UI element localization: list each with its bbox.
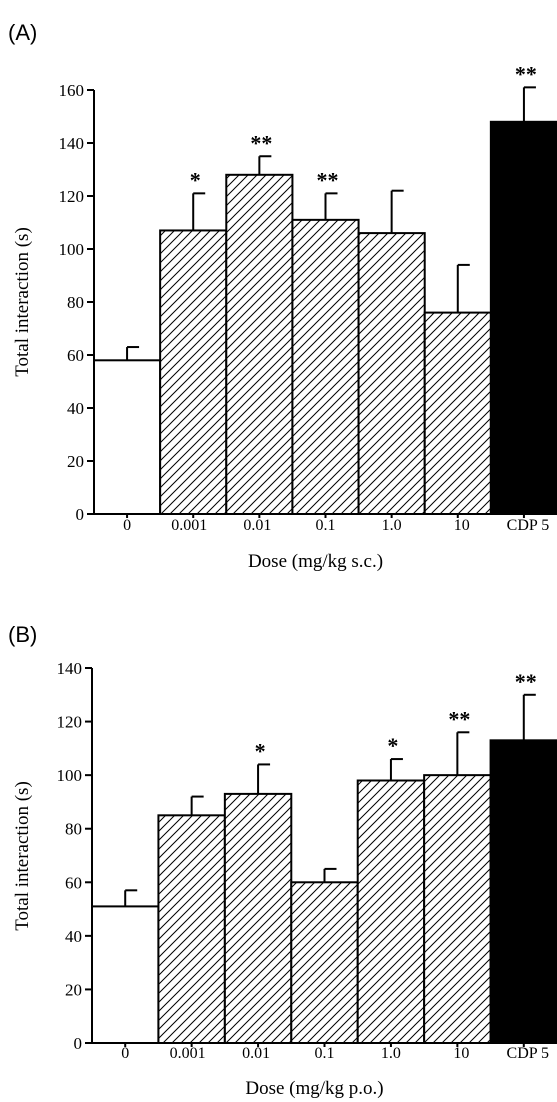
category-label: 0.001 (170, 1045, 206, 1062)
panel-a-label: (A) (8, 20, 38, 45)
significance-marker: ** (250, 130, 272, 155)
category-label: 0 (123, 517, 131, 534)
bar (356, 779, 426, 1044)
significance-marker: ** (515, 669, 537, 694)
category-label: 0 (121, 1045, 129, 1062)
bar (157, 814, 226, 1044)
chart-panel-a: 0 20 40 60 80 100 120 140 160 0 * 0.001 ** 0.01 ** 0.1 1… (12, 61, 557, 572)
significance-marker: ** (515, 61, 537, 86)
category-label: 1.0 (382, 517, 402, 534)
category-label: CDP 5 (507, 517, 550, 534)
bar (291, 218, 360, 515)
chart-panel-b: 0 20 40 60 80 100 120 140 0 0.001 * 0.01 0.1 * 1.0 ** 10… (12, 659, 557, 1099)
significance-marker: * (255, 738, 266, 763)
y-tick-label: 20 (67, 452, 84, 471)
y-tick-label: 120 (59, 187, 85, 206)
y-tick-label: 140 (59, 134, 85, 153)
category-label: 0.1 (315, 1045, 335, 1062)
y-tick-label: 40 (67, 399, 84, 418)
y-tick-label: 0 (76, 505, 85, 524)
category-label: 1.0 (381, 1045, 401, 1062)
x-axis-title: Dose (mg/kg s.c.) (248, 551, 383, 572)
panel-b-label: (B) (8, 622, 38, 647)
category-label: 0.01 (242, 1045, 270, 1062)
significance-marker: * (387, 733, 398, 758)
bar (159, 229, 228, 515)
y-tick-label: 40 (65, 927, 82, 946)
bar (357, 232, 426, 515)
y-tick-label: 60 (67, 346, 84, 365)
y-tick-label: 160 (59, 81, 85, 100)
significance-marker: ** (448, 706, 470, 731)
bar (223, 792, 293, 1045)
category-label: 0.1 (316, 517, 336, 534)
bar (489, 120, 557, 516)
y-tick-label: 80 (65, 820, 82, 839)
bar (290, 881, 359, 1044)
y-axis-title: Total interaction (s) (12, 227, 33, 377)
y-tick-label: 140 (57, 659, 83, 678)
bar (91, 905, 160, 1045)
bar (93, 359, 162, 515)
y-tick-label: 100 (59, 240, 85, 259)
y-tick-label: 60 (65, 873, 82, 892)
significance-marker: * (190, 167, 201, 192)
y-tick-label: 0 (74, 1034, 83, 1053)
category-label: 10 (453, 1045, 469, 1062)
y-tick-label: 100 (57, 766, 83, 785)
bar (225, 173, 294, 516)
category-label: 10 (454, 517, 470, 534)
category-label: 0.01 (243, 517, 271, 534)
bar (423, 774, 492, 1045)
x-axis-title: Dose (mg/kg p.o.) (245, 1078, 383, 1099)
y-tick-label: 20 (65, 980, 82, 999)
bar (423, 311, 492, 515)
significance-marker: ** (317, 167, 339, 192)
category-label: CDP 5 (507, 1045, 550, 1062)
category-label: 0.001 (171, 517, 207, 534)
bar (489, 739, 557, 1044)
y-tick-label: 120 (57, 713, 83, 732)
y-axis-title: Total interaction (s) (12, 781, 33, 931)
y-tick-label: 80 (67, 293, 84, 312)
